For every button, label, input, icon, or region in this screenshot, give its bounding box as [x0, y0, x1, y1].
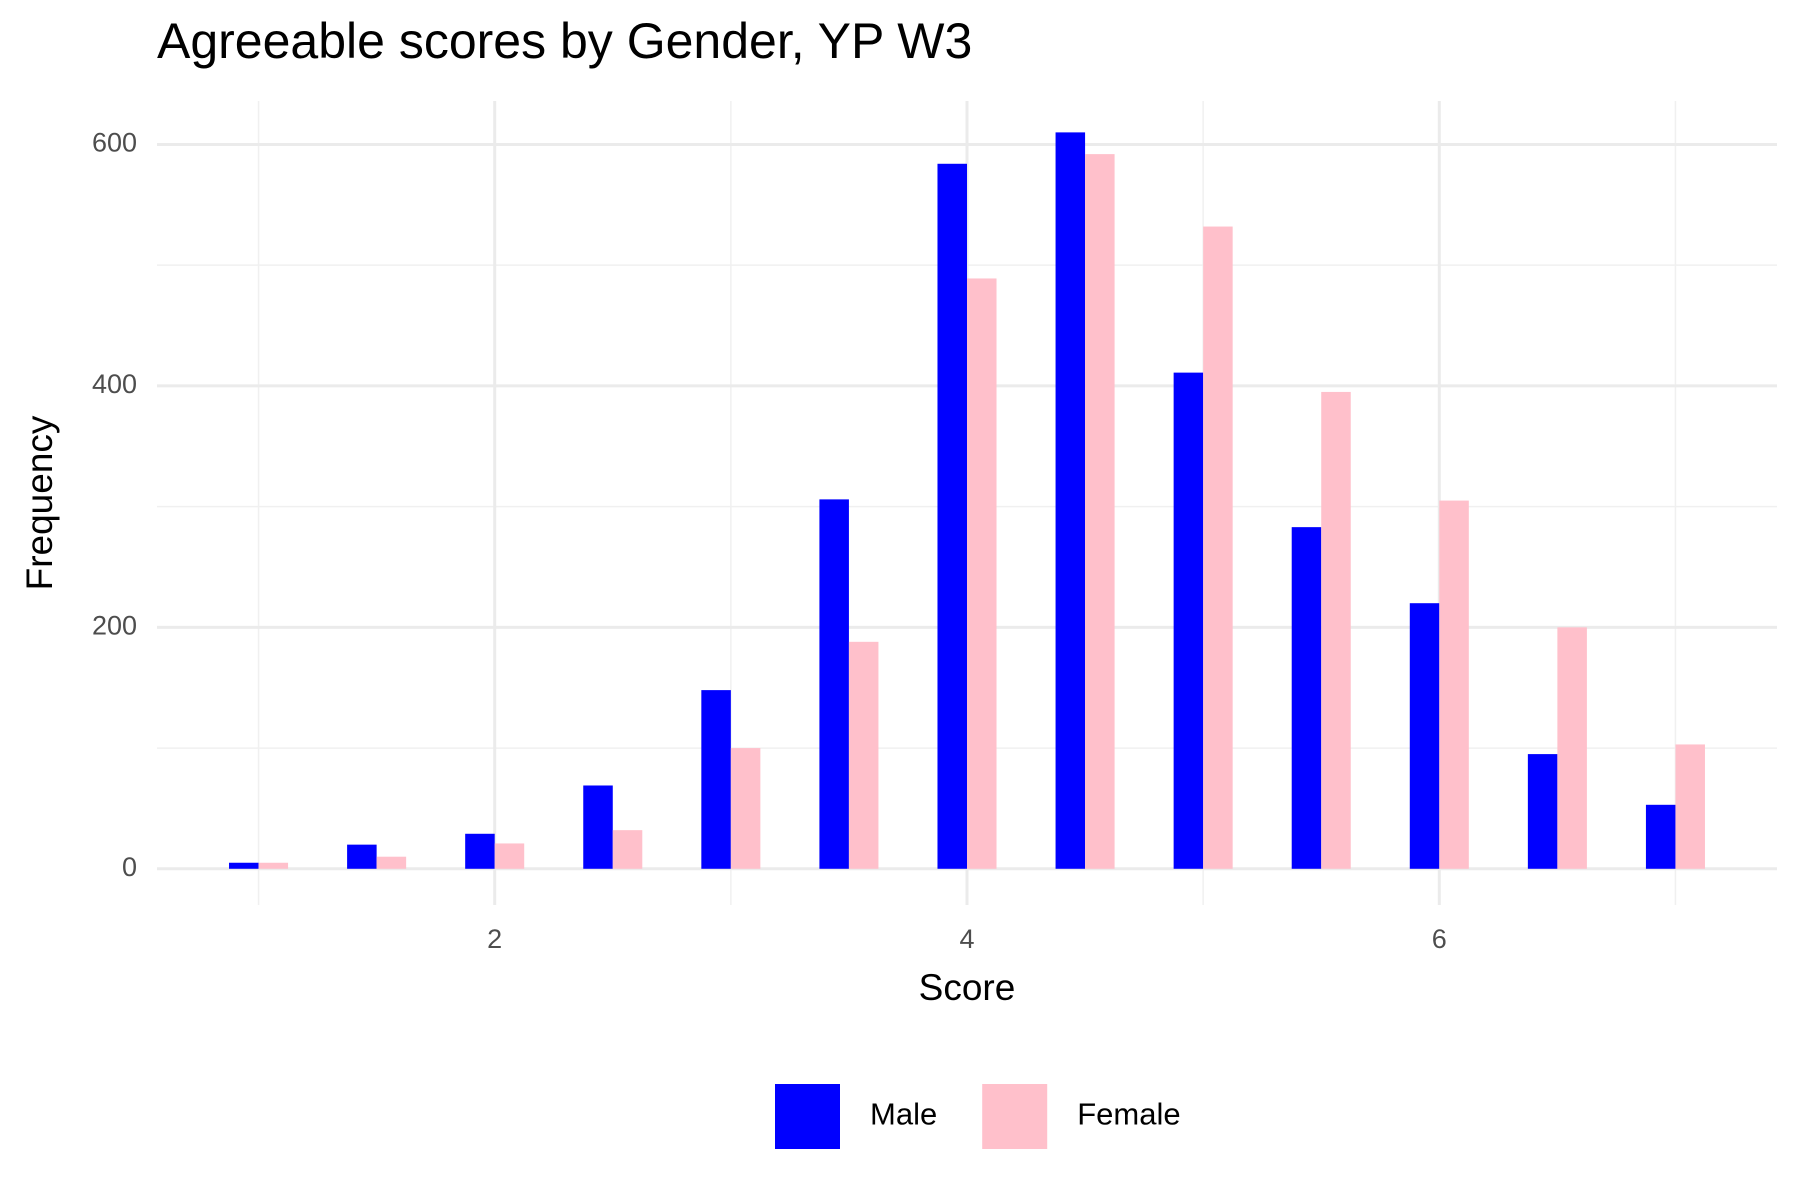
x-axis-title: Score	[919, 967, 1016, 1008]
y-tick-label: 600	[92, 128, 137, 158]
bar	[1085, 154, 1115, 869]
bar	[465, 833, 495, 869]
bar	[376, 856, 407, 869]
legend-label: Male	[870, 1097, 937, 1132]
bar	[347, 844, 377, 869]
bar	[848, 641, 879, 869]
bar	[1527, 754, 1558, 869]
bar	[612, 830, 643, 869]
bar	[1409, 603, 1440, 869]
bar	[967, 278, 997, 869]
legend-key	[982, 1084, 1048, 1149]
y-axis-title: Frequency	[19, 415, 60, 590]
y-tick-label: 400	[92, 369, 137, 399]
bar	[701, 690, 731, 869]
chart-title: Agreeable scores by Gender, YP W3	[157, 13, 972, 69]
bar	[730, 748, 761, 869]
y-tick-label: 200	[92, 610, 137, 640]
bar	[494, 843, 525, 869]
bar	[229, 862, 259, 869]
bar	[1321, 391, 1351, 869]
x-tick-label: 6	[1432, 924, 1447, 954]
bar	[583, 785, 613, 869]
bar	[819, 499, 849, 869]
bar	[937, 163, 967, 869]
bar	[1439, 500, 1469, 869]
bar	[1675, 744, 1705, 869]
bar	[1173, 372, 1204, 869]
y-tick-label: 0	[122, 852, 137, 882]
bar	[1291, 527, 1322, 869]
bar	[1557, 627, 1587, 869]
bar	[1645, 804, 1676, 869]
legend-label: Female	[1077, 1097, 1180, 1132]
bar	[1203, 226, 1233, 869]
x-tick-label: 4	[959, 924, 974, 954]
bar	[258, 862, 289, 869]
bar	[1055, 132, 1086, 869]
legend-key	[775, 1084, 840, 1149]
x-tick-label: 2	[487, 924, 502, 954]
